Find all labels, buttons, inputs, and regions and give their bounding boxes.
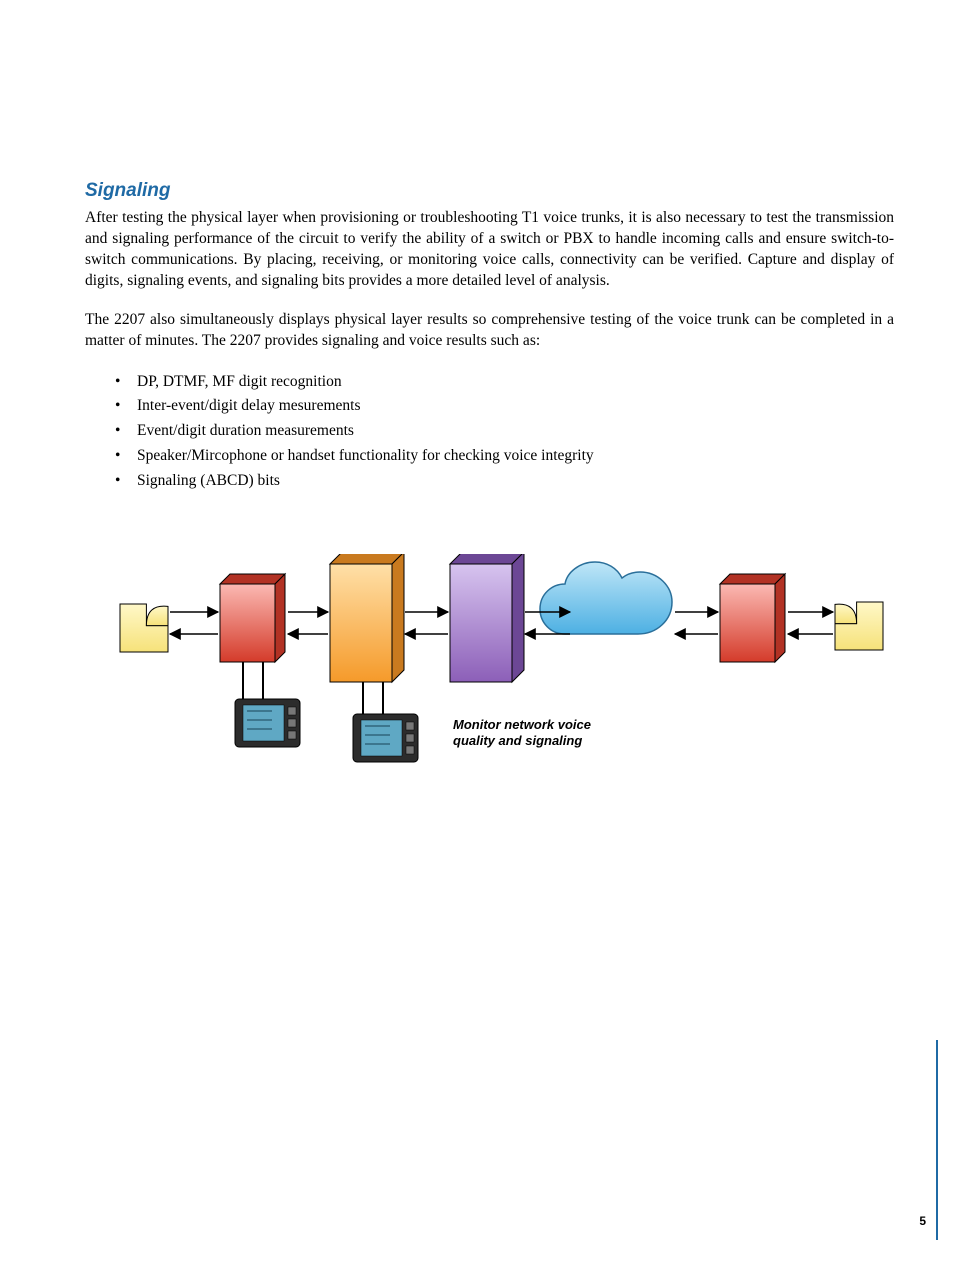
page-number: 5 bbox=[919, 1214, 926, 1228]
diagram-container: Monitor network voicequality and signali… bbox=[85, 554, 894, 784]
list-item: Inter-event/digit delay mesurements bbox=[115, 394, 894, 419]
list-item: Signaling (ABCD) bits bbox=[115, 469, 894, 494]
body-paragraph-1: After testing the physical layer when pr… bbox=[85, 208, 894, 292]
document-page: Signaling After testing the physical lay… bbox=[0, 0, 954, 1270]
list-item: Event/digit duration measurements bbox=[115, 419, 894, 444]
body-paragraph-2: The 2207 also simultaneously displays ph… bbox=[85, 310, 894, 352]
svg-text:quality and signaling: quality and signaling bbox=[453, 733, 582, 748]
list-item: DP, DTMF, MF digit recognition bbox=[115, 370, 894, 395]
svg-text:Monitor network voice: Monitor network voice bbox=[453, 717, 591, 732]
footer-rule bbox=[936, 1040, 938, 1240]
bullet-list: DP, DTMF, MF digit recognition Inter-eve… bbox=[115, 370, 894, 494]
list-item: Speaker/Mircophone or handset functional… bbox=[115, 444, 894, 469]
network-diagram: Monitor network voicequality and signali… bbox=[95, 554, 885, 784]
section-heading: Signaling bbox=[85, 180, 894, 202]
